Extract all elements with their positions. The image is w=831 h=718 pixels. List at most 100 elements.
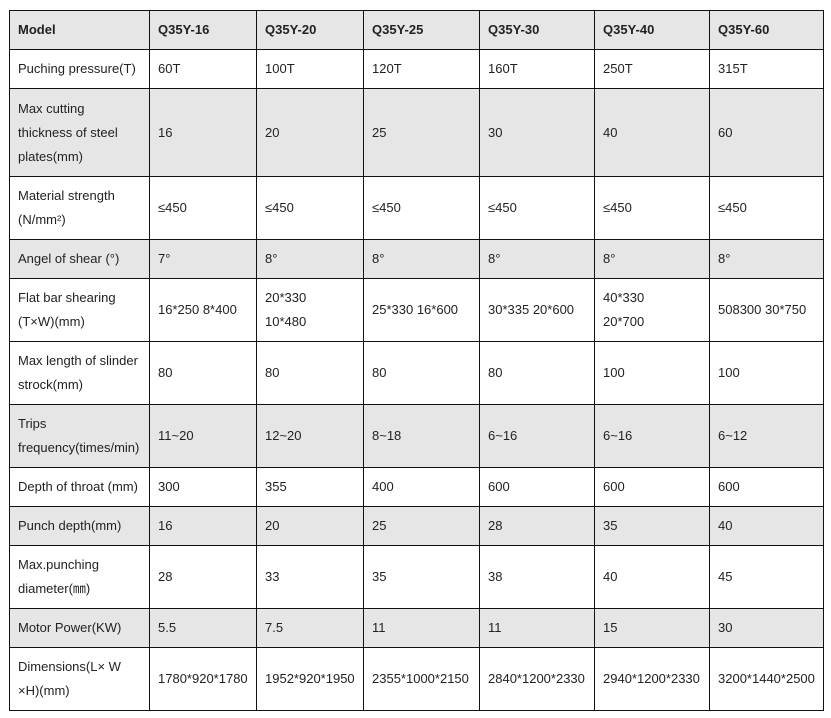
row-label: Punch depth(mm) [9,506,150,546]
table-cell: 6~16 [479,404,595,468]
table-row: Max cutting thickness of steel plates(mm… [9,88,824,177]
table-cell: 11 [479,608,595,648]
table-cell: 6~16 [594,404,710,468]
table-cell: 35 [363,545,480,609]
table-cell: 16 [149,88,257,177]
table-cell: 40*330 20*700 [594,278,710,342]
table-row: Flat bar shearing (T×W)(mm) 16*250 8*400 2… [9,278,824,342]
table-cell: 60 [709,88,824,177]
row-label: Flat bar shearing (T×W)(mm) [9,278,150,342]
table-cell: 30 [709,608,824,648]
table-cell: 20 [256,88,364,177]
table-cell: 45 [709,545,824,609]
table-cell: 12~20 [256,404,364,468]
table-cell: 600 [479,467,595,507]
table-cell: 25 [363,506,480,546]
table-cell: 6~12 [709,404,824,468]
table-cell: 40 [594,88,710,177]
header-label: Model [9,10,150,50]
table-cell: 80 [363,341,480,405]
table-cell: 28 [149,545,257,609]
table-cell: 20 [256,506,364,546]
table-cell: 11 [363,608,480,648]
model-header: Q35Y-20 [256,10,364,50]
table-cell: 38 [479,545,595,609]
table-cell: 40 [709,506,824,546]
table-cell: 2840*1200*2330 [479,647,595,711]
table-cell: 20*330 10*480 [256,278,364,342]
row-label: Dimensions(L× W ×H)(mm) [9,647,150,711]
table-cell: ≤450 [149,176,257,240]
table-cell: 600 [709,467,824,507]
table-cell: 300 [149,467,257,507]
table-cell: 2355*1000*2150 [363,647,480,711]
model-header: Q35Y-40 [594,10,710,50]
table-cell: 60T [149,49,257,89]
table-cell: 315T [709,49,824,89]
table-row: Puching pressure(T) 60T 100T 120T 160T 250T 31… [9,49,824,89]
table-row: Punch depth(mm) 16 20 25 28 35 40 [9,506,824,546]
row-label: Trips frequency(times/min) [9,404,150,468]
table-cell: 100 [594,341,710,405]
table-cell: 8° [594,239,710,279]
table-cell: 25*330 16*600 [363,278,480,342]
table-cell: ≤450 [709,176,824,240]
row-label: Puching pressure(T) [9,49,150,89]
table-cell: ≤450 [256,176,364,240]
table-cell: 400 [363,467,480,507]
row-label: Material strength (N/mm²) [9,176,150,240]
table-row: Depth of throat (mm) 300 355 400 600 600 600 [9,467,824,507]
table-cell: 355 [256,467,364,507]
table-cell: 30*335 20*600 [479,278,595,342]
table-row: Max length of slinder strock(mm) 80 80 80 80… [9,341,824,405]
model-header: Q35Y-60 [709,10,824,50]
table-cell: 8° [256,239,364,279]
table-header-row: Model Q35Y-16 Q35Y-20 Q35Y-25 Q35Y-30 Q35Y-40… [9,10,824,50]
table-cell: 5.5 [149,608,257,648]
table-cell: 25 [363,88,480,177]
table-row: Trips frequency(times/min) 11~20 12~20 8~18… [9,404,824,468]
table-cell: 80 [479,341,595,405]
table-cell: 16 [149,506,257,546]
row-label: Angel of shear (°) [9,239,150,279]
table-cell: 28 [479,506,595,546]
table-cell: 7° [149,239,257,279]
table-cell: 7.5 [256,608,364,648]
table-cell: 16*250 8*400 [149,278,257,342]
table-cell: ≤450 [363,176,480,240]
table-row: Max.punching diameter(㎜) 28 33 35 38 40 45 [9,545,824,609]
table-cell: 160T [479,49,595,89]
model-header: Q35Y-30 [479,10,595,50]
table-cell: 1952*920*1950 [256,647,364,711]
table-cell: ≤450 [479,176,595,240]
table-cell: 40 [594,545,710,609]
table-cell: 11~20 [149,404,257,468]
table-cell: 3200*1440*2500 [709,647,824,711]
table-cell: 8~18 [363,404,480,468]
table-cell: 30 [479,88,595,177]
table-cell: 2940*1200*2330 [594,647,710,711]
table-cell: 508300 30*750 [709,278,824,342]
row-label: Max length of slinder strock(mm) [9,341,150,405]
row-label: Motor Power(KW) [9,608,150,648]
row-label: Max.punching diameter(㎜) [9,545,150,609]
table-cell: 80 [149,341,257,405]
table-row: Motor Power(KW) 5.5 7.5 11 11 15 30 [9,608,824,648]
table-cell: 100T [256,49,364,89]
table-cell: 33 [256,545,364,609]
table-cell: 15 [594,608,710,648]
row-label: Depth of throat (mm) [9,467,150,507]
table-cell: 1780*920*1780 [149,647,257,711]
table-row: Material strength (N/mm²) ≤450 ≤450 ≤450 ≤45… [9,176,824,240]
table-row: Angel of shear (°) 7° 8° 8° 8° 8° 8° [9,239,824,279]
table-cell: 600 [594,467,710,507]
row-label: Max cutting thickness of steel plates(mm… [9,88,150,177]
model-header: Q35Y-16 [149,10,257,50]
spec-table: Model Q35Y-16 Q35Y-20 Q35Y-25 Q35Y-30 Q35Y-40… [9,10,824,711]
table-row: Dimensions(L× W ×H)(mm) 1780*920*1780 1952… [9,647,824,711]
table-cell: ≤450 [594,176,710,240]
table-cell: 100 [709,341,824,405]
table-cell: 80 [256,341,364,405]
table-cell: 120T [363,49,480,89]
table-cell: 8° [363,239,480,279]
